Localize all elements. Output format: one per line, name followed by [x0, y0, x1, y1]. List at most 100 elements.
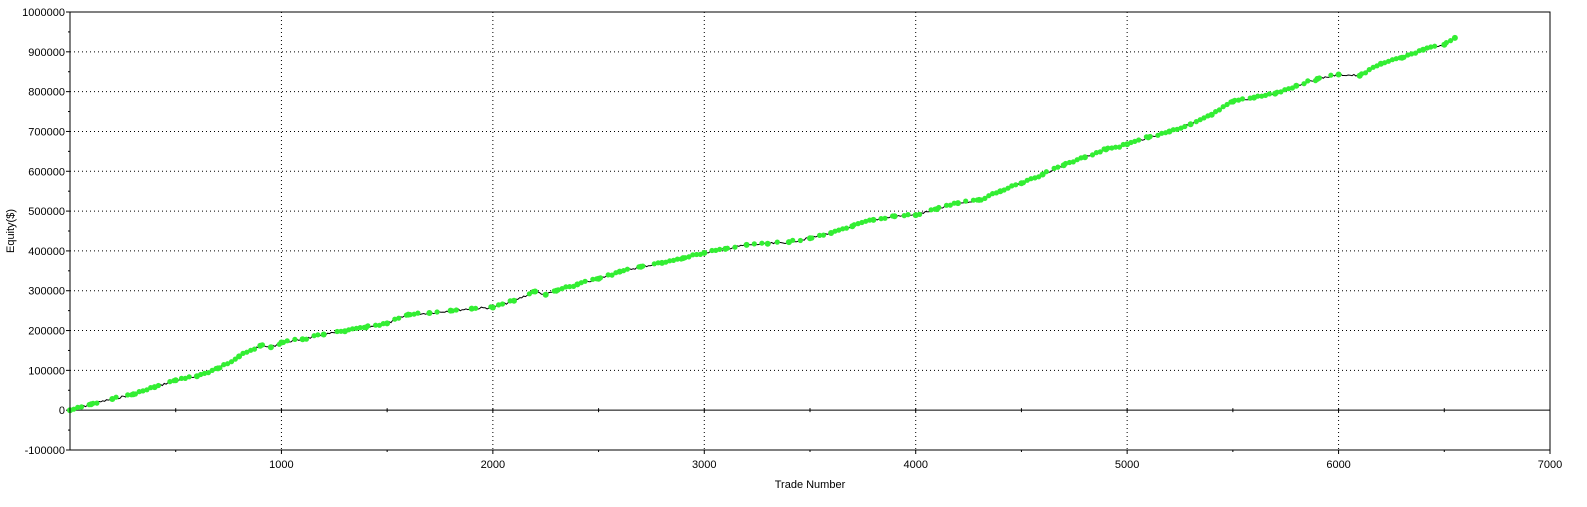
data-point [997, 188, 1004, 195]
plot-frame [69, 11, 1551, 451]
data-point [1187, 121, 1194, 128]
new-high-marker [75, 404, 81, 410]
x-tick-label: 7000 [1538, 459, 1562, 471]
data-point [1018, 180, 1025, 187]
new-high-marker [434, 309, 440, 315]
new-high-marker [986, 193, 992, 199]
new-high-marker [624, 266, 631, 272]
new-high-marker [392, 316, 398, 322]
new-high-marker [373, 322, 379, 328]
data-point [1420, 46, 1427, 53]
data-point [363, 324, 369, 331]
y-axis-label: Equity($) [5, 209, 17, 253]
data-point [722, 245, 729, 252]
new-high-marker [1301, 81, 1307, 87]
new-high-marker [947, 202, 953, 208]
data-point [130, 391, 137, 398]
data-point [1251, 94, 1257, 101]
new-high-marker [1136, 137, 1142, 143]
new-high-marker [1201, 115, 1207, 121]
data-point [1229, 98, 1236, 105]
y-tick-label: 400000 [28, 246, 65, 258]
data-point [828, 230, 835, 236]
data-point [468, 305, 475, 312]
new-high-marker [1220, 104, 1226, 110]
y-tick-label: 500000 [28, 206, 65, 218]
new-high-marker [970, 197, 977, 203]
new-high-marker [905, 212, 911, 218]
data-point [659, 259, 665, 266]
data-point [1399, 54, 1405, 61]
data-point [88, 401, 95, 408]
new-high-marker [694, 251, 700, 258]
data-point [426, 310, 433, 316]
x-tick-label: 4000 [903, 459, 927, 471]
new-high-marker [334, 328, 340, 335]
new-high-marker [590, 276, 596, 282]
data-point [1356, 72, 1363, 79]
new-high-marker [732, 244, 738, 250]
y-tick-label: 100000 [28, 365, 65, 377]
data-point [267, 344, 274, 351]
data-point [1451, 34, 1458, 41]
new-high-marker [1097, 149, 1103, 155]
data-point [447, 307, 454, 314]
new-high-marker [167, 379, 173, 385]
new-high-marker [582, 278, 588, 284]
new-high-marker [1239, 96, 1246, 102]
new-high-marker [1262, 92, 1269, 98]
grid-layer [70, 12, 1550, 450]
data-point [637, 263, 644, 270]
new-high-marker [1113, 144, 1119, 150]
data-point [215, 365, 221, 372]
new-high-marker [843, 225, 850, 231]
new-high-marker [1159, 130, 1165, 136]
data-point [1314, 75, 1321, 82]
data-point [489, 304, 496, 311]
new-high-marker [125, 392, 131, 398]
data-point [109, 396, 116, 402]
data-point [595, 275, 602, 282]
new-high-marker [667, 258, 673, 264]
y-tick-label: 900000 [28, 47, 65, 59]
new-high-marker [144, 387, 150, 393]
x-tick-label: 6000 [1326, 459, 1350, 471]
marker-layer [67, 34, 1458, 414]
new-high-marker [774, 239, 780, 245]
new-high-marker [1366, 67, 1372, 73]
data-point [299, 336, 306, 343]
data-point [1081, 154, 1088, 161]
new-high-marker [563, 284, 569, 290]
equity-line [69, 37, 1456, 411]
data-point [1166, 128, 1173, 135]
new-high-marker [820, 232, 827, 238]
new-high-marker [674, 256, 681, 262]
new-high-marker [709, 247, 715, 254]
new-high-marker [182, 375, 188, 381]
data-point [1039, 171, 1046, 178]
new-high-marker [225, 361, 231, 367]
new-high-marker [526, 291, 533, 297]
y-tick-label: 0 [59, 405, 65, 417]
new-high-marker [1089, 152, 1096, 158]
new-high-marker [651, 261, 657, 267]
y-tick-label: 600000 [28, 166, 65, 178]
data-point [764, 240, 771, 247]
new-high-marker [605, 272, 611, 278]
new-high-marker [690, 252, 696, 258]
new-high-marker [1412, 50, 1419, 56]
new-high-marker [284, 338, 290, 344]
new-high-marker [1182, 123, 1188, 130]
data-point [320, 331, 327, 338]
new-high-marker [1448, 38, 1454, 44]
new-high-marker [1278, 89, 1284, 95]
new-high-marker [1216, 107, 1222, 113]
new-high-marker [1174, 126, 1180, 132]
new-high-marker [1116, 144, 1123, 150]
data-point [891, 213, 898, 220]
new-high-marker [1428, 44, 1434, 50]
new-high-marker [817, 232, 823, 238]
x-axis-label: Trade Number [775, 479, 846, 491]
new-high-marker [1328, 72, 1334, 78]
data-point [1103, 146, 1109, 153]
